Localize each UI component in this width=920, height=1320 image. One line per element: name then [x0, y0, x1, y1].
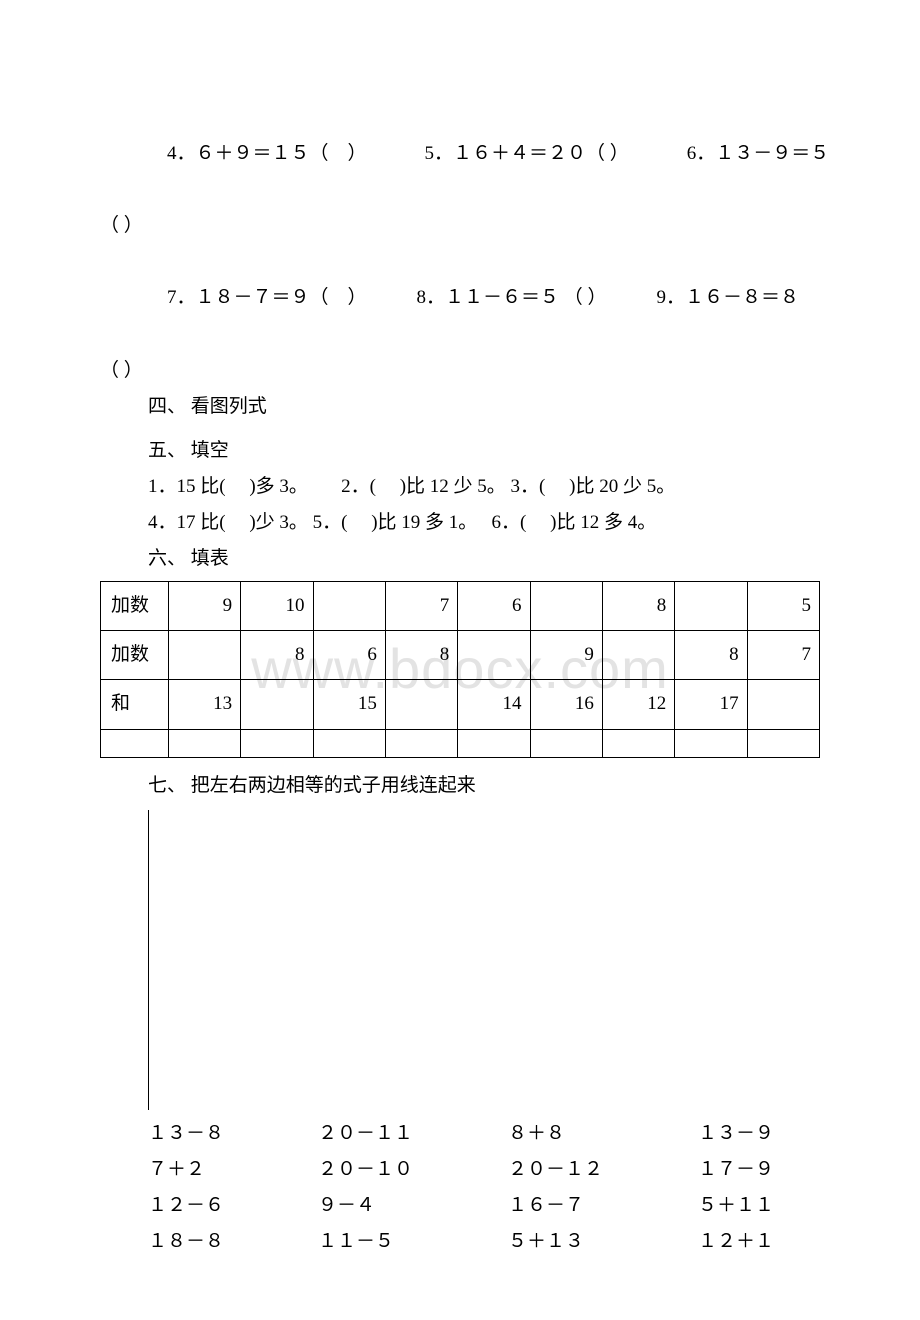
expr: ２０－１０: [318, 1152, 508, 1188]
problem-9: 9．１６－８＝８: [657, 287, 800, 308]
expr: ８＋８: [508, 1116, 698, 1152]
match-col-2: ２０－１１ ２０－１０ ９－４ １１－５: [318, 1116, 508, 1260]
section-6-title: 六、 填表: [100, 541, 820, 577]
cell: [313, 582, 385, 631]
match-col-3: ８＋８ ２０－１２ １６－７ ５＋１３: [508, 1116, 698, 1260]
expr: １７－９: [698, 1152, 858, 1188]
fill-blank-line-1: 1．15 比( )多 3。 2．( )比 12 少 5。 3．( )比 20 少…: [100, 469, 820, 505]
problem-row-1-paren: （ ）: [100, 208, 820, 244]
cell: 9: [168, 582, 240, 631]
section-4-title: 四、 看图列式: [100, 389, 820, 425]
cell: [241, 680, 313, 729]
cell: 8: [385, 631, 457, 680]
problem-row-2-paren: （ ）: [100, 353, 820, 389]
table-wrap: www.bdocx.com 加数 9 10 7 6 8 5 加数 8 6 8: [100, 581, 820, 757]
cell: 13: [168, 680, 240, 729]
cell: 14: [458, 680, 530, 729]
cell: 5: [747, 582, 819, 631]
cell: [602, 631, 674, 680]
expr: １６－７: [508, 1188, 698, 1224]
problem-5: 5．１６＋４＝２０（ ）: [425, 143, 629, 164]
match-col-4: １３－９ １７－９ ５＋１１ １２＋１: [698, 1116, 858, 1260]
cell: 6: [313, 631, 385, 680]
expr: ５＋１３: [508, 1224, 698, 1260]
expr: １３－９: [698, 1116, 858, 1152]
row-label: 加数: [101, 631, 169, 680]
table-row-addend2: 加数 8 6 8 9 8 7: [101, 631, 820, 680]
cell: 8: [241, 631, 313, 680]
expr: １８－８: [148, 1224, 318, 1260]
problem-6: 6．１３－９＝５: [687, 143, 830, 164]
addend-table: 加数 9 10 7 6 8 5 加数 8 6 8 9 8: [100, 581, 820, 757]
row-label: 和: [101, 680, 169, 729]
expr: ２０－１１: [318, 1116, 508, 1152]
vertical-line: [148, 810, 820, 1110]
problem-8: 8．１１－６＝５ （ ）: [417, 287, 607, 308]
problem-row-2: 7．１８－７＝９（ ） 8．１１－６＝５ （ ） 9．１６－８＝８: [100, 244, 820, 352]
expr: １１－５: [318, 1224, 508, 1260]
cell: [458, 631, 530, 680]
expr: １２－６: [148, 1188, 318, 1224]
cell: 10: [241, 582, 313, 631]
cell: [675, 582, 747, 631]
cell: 12: [602, 680, 674, 729]
problem-7: 7．１８－７＝９（ ）: [167, 287, 367, 308]
section-7-title: 七、 把左右两边相等的式子用线连起来: [100, 768, 820, 804]
page: 4．６＋９＝１５（ ） 5．１６＋４＝２０（ ） 6．１３－９＝５ （ ） 7．１８…: [0, 0, 920, 1320]
expr: １２＋１: [698, 1224, 858, 1260]
expr: ２０－１２: [508, 1152, 698, 1188]
cell: [385, 680, 457, 729]
fill-blank-line-2: 4．17 比( )少 3。 5．( )比 19 多 1。 6．( )比 12 多…: [100, 505, 820, 541]
row-label: 加数: [101, 582, 169, 631]
section-5-title: 五、 填空: [100, 433, 820, 469]
cell: 15: [313, 680, 385, 729]
cell: [747, 680, 819, 729]
cell: 8: [602, 582, 674, 631]
table-row-empty: [101, 729, 820, 757]
cell: 7: [747, 631, 819, 680]
match-col-1: １３－８ ７＋２ １２－６ １８－８: [148, 1116, 318, 1260]
table-row-sum: 和 13 15 14 16 12 17: [101, 680, 820, 729]
cell: 9: [530, 631, 602, 680]
cell: 8: [675, 631, 747, 680]
table-row-addend1: 加数 9 10 7 6 8 5: [101, 582, 820, 631]
expr: ７＋２: [148, 1152, 318, 1188]
expr: １３－８: [148, 1116, 318, 1152]
cell: 16: [530, 680, 602, 729]
matching-columns: １３－８ ７＋２ １２－６ １８－８ ２０－１１ ２０－１０ ９－４ １１－５ …: [100, 1116, 820, 1260]
cell: 17: [675, 680, 747, 729]
expr: ９－４: [318, 1188, 508, 1224]
expr: ５＋１１: [698, 1188, 858, 1224]
cell: 6: [458, 582, 530, 631]
cell: [530, 582, 602, 631]
problem-row-1: 4．６＋９＝１５（ ）5．１６＋４＝２０（ ）6．１３－９＝５: [100, 100, 820, 208]
cell: 7: [385, 582, 457, 631]
cell: [168, 631, 240, 680]
problem-4: 4．６＋９＝１５（ ）: [167, 143, 367, 164]
